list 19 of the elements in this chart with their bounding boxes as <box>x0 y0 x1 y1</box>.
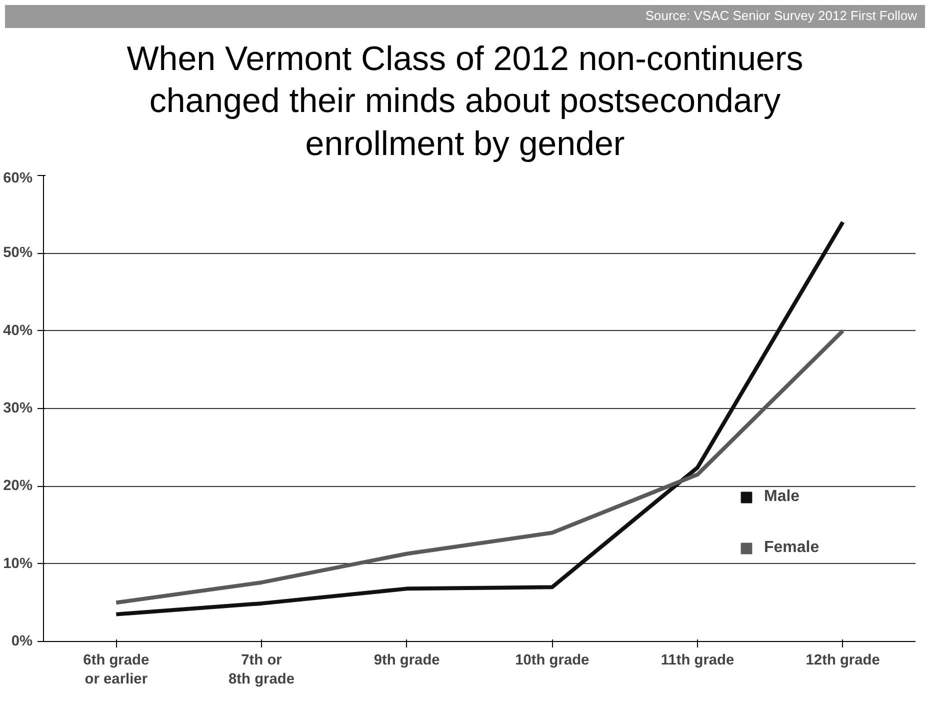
x-tick-label: 7th or 8th grade <box>228 652 294 688</box>
legend-label: Male <box>764 488 800 506</box>
legend-label: Female <box>764 539 820 558</box>
x-tick-label: 6th grade or earlier <box>83 652 150 688</box>
line-series <box>114 328 845 605</box>
y-tick-label: 10% <box>3 556 33 572</box>
chart-title: When Vermont Class of 2012 non-continuers changed their minds about postsecondary enrollment by gender <box>126 38 804 165</box>
x-tick-label: 10th grade <box>515 652 590 669</box>
line-series <box>114 220 845 616</box>
x-tick-label: 12th grade <box>806 652 880 669</box>
y-tick-label: 60% <box>3 170 33 187</box>
y-tick-label: 40% <box>3 322 33 339</box>
x-tick-label: 11th grade <box>660 652 734 669</box>
y-tick-label: 30% <box>3 400 33 417</box>
y-tick-label: 0% <box>11 634 33 650</box>
y-tick-label: 50% <box>3 245 33 262</box>
y-tick-label: 20% <box>3 478 33 494</box>
source-note: Source: VSAC Senior Survey 2012 First Follow <box>645 7 917 25</box>
x-tick-label: 9th grade <box>374 652 440 669</box>
